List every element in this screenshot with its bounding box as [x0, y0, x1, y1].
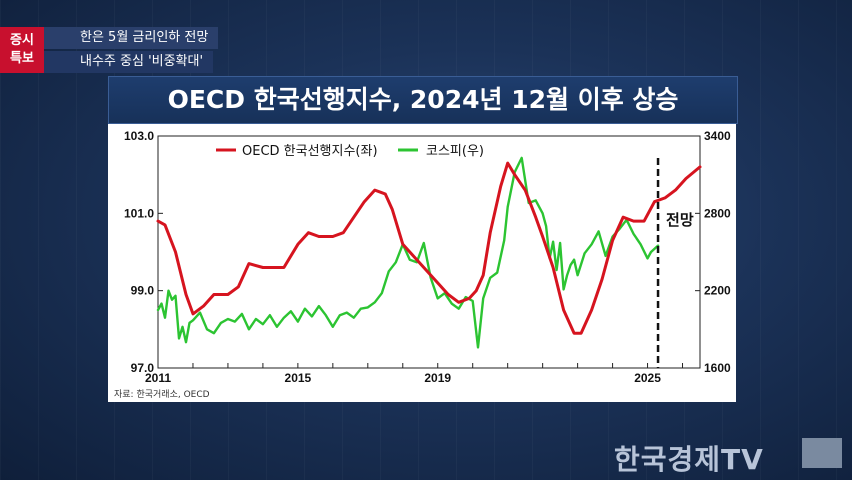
broadcaster-logo: 한국경제TV	[614, 443, 764, 476]
chart-panel: 103.0 101.0 99.0 97.0 3400 2800 2200 1600 2011 20…	[108, 124, 736, 402]
headline-2: 내수주 중심 '비중확대'	[44, 51, 214, 73]
headline-1: 한은 5월 금리인하 전망	[44, 27, 219, 49]
series-line-kospi	[156, 156, 660, 349]
x-axis-tick-label: 2015	[285, 371, 312, 385]
logo-box	[802, 438, 842, 468]
x-axis-tick-label: 2019	[424, 371, 451, 385]
right-axis-tick-label: 3400	[704, 129, 731, 143]
left-axis-tick-label: 103.0	[124, 129, 154, 143]
x-axis-tick-label: 2025	[634, 371, 661, 385]
badge-line1: 증시	[10, 33, 34, 48]
source-note: 자료: 한국거래소, OECD	[114, 390, 210, 400]
left-axis-tick-label: 99.0	[131, 284, 155, 298]
plot-frame	[157, 135, 701, 369]
x-axis-tick-label: 2011	[145, 371, 171, 385]
chart-svg: 103.0 101.0 99.0 97.0 3400 2800 2200 1600 2011 20…	[124, 129, 731, 385]
left-axis-tick-label: 101.0	[124, 206, 154, 220]
right-axis-tick-label: 1600	[704, 361, 731, 375]
right-axis-tick-label: 2200	[704, 284, 731, 298]
left-axis-tick-label: 97.0	[131, 361, 155, 375]
news-banner: 증시 특보 한은 5월 금리인하 전망 내수주 중심 '비중확대'	[0, 27, 232, 73]
series-line-oecd-cli	[156, 161, 702, 335]
legend-label-oecd-cli: OECD 한국선행지수(좌)	[242, 143, 378, 159]
badge-line2: 특보	[10, 51, 34, 66]
breaking-badge: 증시 특보	[0, 27, 44, 73]
forecast-label: 전망	[666, 211, 694, 229]
right-axis-tick-label: 2800	[704, 206, 731, 220]
legend-label-kospi: 코스피(우)	[426, 144, 484, 159]
chart-title: OECD 한국선행지수, 2024년 12월 이후 상승	[108, 76, 738, 124]
